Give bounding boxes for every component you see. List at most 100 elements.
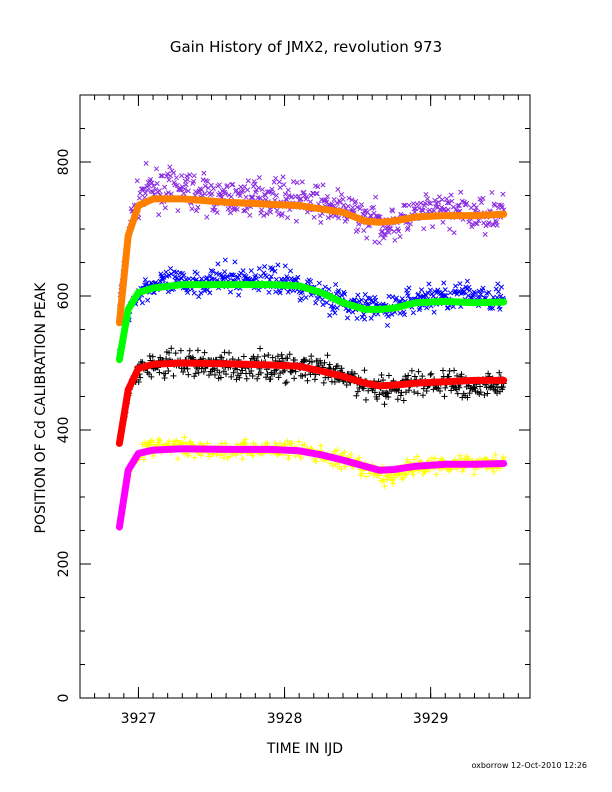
scatter-point bbox=[280, 174, 286, 180]
fit-point bbox=[121, 268, 128, 275]
scatter-point bbox=[420, 392, 427, 399]
scatter-point bbox=[480, 195, 486, 201]
scatter-point bbox=[435, 385, 442, 392]
scatter-point bbox=[411, 456, 418, 463]
scatter-point bbox=[265, 352, 272, 359]
scatter-point bbox=[477, 196, 483, 202]
fit-point bbox=[126, 228, 133, 235]
scatter-point bbox=[406, 202, 412, 208]
scatter-point bbox=[398, 389, 405, 396]
scatter-point bbox=[285, 455, 292, 462]
fit-point bbox=[119, 339, 126, 346]
scatter-point bbox=[385, 472, 392, 479]
scatter-point bbox=[156, 188, 162, 194]
scatter-point bbox=[165, 190, 171, 196]
scatter-point bbox=[354, 315, 360, 321]
scatter-point bbox=[387, 226, 393, 232]
scatter-point bbox=[390, 208, 396, 214]
scatter-point bbox=[317, 442, 324, 449]
scatter-point bbox=[491, 386, 498, 393]
scatter-point bbox=[361, 227, 367, 234]
scatter-point bbox=[467, 287, 473, 294]
scatter-point bbox=[356, 454, 363, 461]
scatter-point bbox=[450, 204, 456, 210]
scatter-point bbox=[431, 455, 438, 462]
scatter-point bbox=[361, 208, 368, 214]
scatter-point bbox=[213, 270, 219, 277]
scatter-point bbox=[239, 456, 246, 463]
scatter-point bbox=[473, 290, 479, 296]
scatter-point bbox=[354, 388, 361, 395]
scatter-point bbox=[162, 184, 168, 190]
scatter-point bbox=[418, 200, 424, 206]
scatter-point bbox=[390, 480, 397, 487]
scatter-point bbox=[466, 219, 472, 225]
scatter-point bbox=[142, 277, 148, 283]
scatter-point bbox=[154, 181, 160, 187]
scatter-point bbox=[237, 370, 244, 377]
scatter-point bbox=[470, 221, 476, 227]
scatter-point bbox=[495, 289, 502, 295]
scatter-point bbox=[303, 357, 310, 364]
scatter-point bbox=[286, 351, 293, 358]
scatter-point bbox=[190, 276, 196, 282]
scatter-point bbox=[211, 276, 217, 282]
scatter-point bbox=[496, 369, 503, 376]
scatter-point bbox=[242, 436, 249, 443]
scatter-point bbox=[490, 305, 496, 311]
scatter-point bbox=[378, 371, 385, 378]
scatter-point bbox=[433, 471, 440, 478]
scatter-point bbox=[415, 368, 422, 375]
scatter-point bbox=[344, 315, 351, 321]
scatter-point bbox=[187, 172, 193, 178]
scatter-point bbox=[279, 211, 285, 217]
scatter-point bbox=[172, 438, 179, 445]
scatter-point bbox=[307, 371, 314, 378]
scatter-point bbox=[303, 294, 309, 301]
scatter-point bbox=[423, 191, 429, 197]
scatter-point bbox=[189, 206, 195, 212]
scatter-point bbox=[471, 384, 478, 391]
fit-point bbox=[124, 390, 131, 397]
scatter-point bbox=[313, 300, 319, 306]
scatter-point bbox=[222, 191, 228, 197]
scatter-point bbox=[207, 290, 213, 296]
scatter-point bbox=[135, 379, 142, 386]
scatter-point bbox=[414, 201, 420, 207]
scatter-point bbox=[266, 289, 272, 295]
fit-point bbox=[116, 440, 123, 447]
scatter-point bbox=[156, 441, 163, 448]
scatter-point bbox=[224, 274, 231, 280]
scatter-point bbox=[292, 368, 299, 375]
scatter-point bbox=[458, 371, 465, 378]
scatter-point bbox=[170, 372, 177, 379]
scatter-point bbox=[477, 294, 483, 301]
scatter-point bbox=[419, 373, 426, 380]
scatter-point bbox=[275, 262, 281, 268]
scatter-point bbox=[226, 349, 233, 356]
scatter-point bbox=[259, 186, 265, 193]
scatter-point bbox=[403, 471, 410, 478]
scatter-point bbox=[426, 281, 432, 287]
fit-point bbox=[116, 524, 123, 531]
scatter-point bbox=[216, 369, 223, 376]
fit-point bbox=[120, 279, 127, 286]
scatter-point bbox=[250, 195, 256, 201]
scatter-point bbox=[489, 189, 495, 196]
scatter-point bbox=[139, 300, 145, 306]
scatter-point bbox=[420, 208, 426, 214]
fit-line bbox=[115, 281, 508, 364]
scatter-point bbox=[297, 454, 304, 461]
series-fit-1 bbox=[115, 195, 508, 327]
scatter-point bbox=[175, 208, 181, 214]
scatter-point bbox=[478, 199, 485, 206]
scatter-point bbox=[304, 194, 310, 200]
scatter-point bbox=[197, 452, 204, 459]
scatter-point bbox=[491, 468, 498, 475]
scatter-point bbox=[146, 353, 153, 360]
fit-point bbox=[117, 309, 124, 316]
scatter-point bbox=[342, 218, 348, 224]
scatter-point bbox=[314, 295, 320, 302]
scatter-point bbox=[477, 383, 484, 390]
scatter-point bbox=[376, 240, 382, 246]
